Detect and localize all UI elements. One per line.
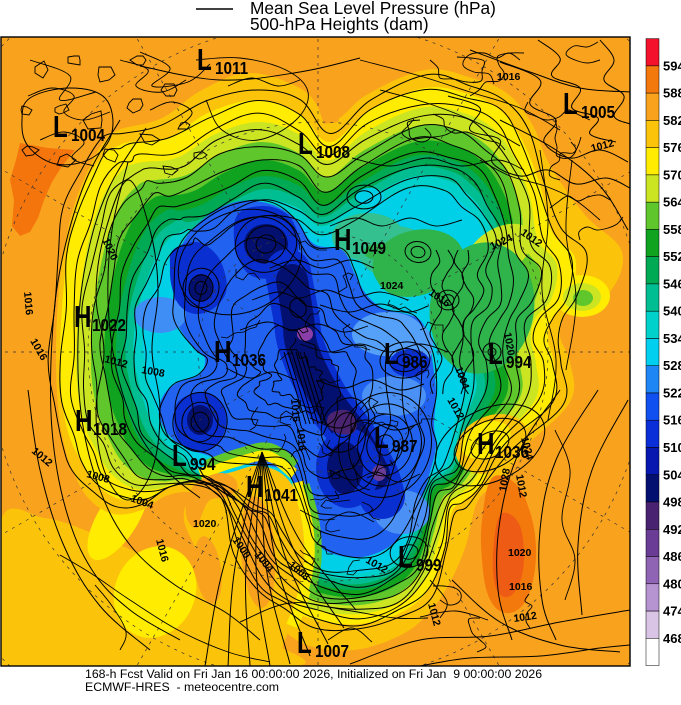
svg-text:528: 528 xyxy=(663,358,681,373)
svg-text:H: H xyxy=(75,403,92,438)
svg-text:1012: 1012 xyxy=(590,137,616,155)
svg-text:1016: 1016 xyxy=(21,291,35,315)
svg-text:H: H xyxy=(214,334,231,369)
svg-text:1041: 1041 xyxy=(264,485,298,505)
svg-text:ECMWF-HRES - meteocentre.com: ECMWF-HRES - meteocentre.com xyxy=(85,680,279,694)
svg-text:1016: 1016 xyxy=(509,581,533,593)
svg-text:1036: 1036 xyxy=(232,350,266,370)
svg-text:L: L xyxy=(297,625,312,660)
svg-text:570: 570 xyxy=(663,167,681,182)
svg-text:594: 594 xyxy=(663,58,681,73)
svg-text:1016: 1016 xyxy=(497,71,521,83)
svg-text:516: 516 xyxy=(663,413,681,428)
svg-text:986: 986 xyxy=(402,352,428,372)
svg-text:480: 480 xyxy=(663,576,681,591)
svg-text:994: 994 xyxy=(506,352,532,372)
svg-text:1008: 1008 xyxy=(316,142,350,162)
svg-text:1005: 1005 xyxy=(581,102,615,122)
svg-text:1008: 1008 xyxy=(140,364,165,380)
svg-text:L: L xyxy=(384,336,399,371)
svg-text:1020: 1020 xyxy=(193,518,217,530)
svg-text:1028: 1028 xyxy=(497,467,513,492)
svg-text:999: 999 xyxy=(416,555,442,575)
svg-text:1012: 1012 xyxy=(425,602,443,628)
svg-text:500-hPa Heights (dam): 500-hPa Heights (dam) xyxy=(250,14,429,34)
svg-text:H: H xyxy=(246,469,263,504)
svg-text:576: 576 xyxy=(663,140,681,155)
svg-text:1049: 1049 xyxy=(352,238,386,258)
svg-text:H: H xyxy=(477,426,494,461)
svg-text:510: 510 xyxy=(663,440,681,455)
svg-text:552: 552 xyxy=(663,249,681,264)
svg-text:582: 582 xyxy=(663,113,681,128)
svg-text:1012: 1012 xyxy=(513,473,529,498)
svg-text:994: 994 xyxy=(190,454,216,474)
svg-text:L: L xyxy=(53,109,68,144)
svg-text:546: 546 xyxy=(663,276,681,291)
svg-text:486: 486 xyxy=(663,549,681,564)
svg-text:540: 540 xyxy=(663,304,681,319)
svg-text:L: L xyxy=(298,126,313,161)
svg-text:987: 987 xyxy=(392,436,418,456)
svg-text:504: 504 xyxy=(663,467,681,482)
svg-text:1024: 1024 xyxy=(518,436,536,462)
svg-text:1016: 1016 xyxy=(153,538,171,564)
svg-text:L: L xyxy=(488,336,503,371)
svg-text:1016: 1016 xyxy=(294,427,308,451)
svg-text:1004: 1004 xyxy=(71,125,106,145)
svg-text:564: 564 xyxy=(663,195,681,210)
svg-text:498: 498 xyxy=(663,495,681,510)
svg-text:168-h Fcst Valid on Fri Jan 16: 168-h Fcst Valid on Fri Jan 16 00:00:00 … xyxy=(85,667,542,681)
svg-text:L: L xyxy=(197,42,212,77)
svg-text:492: 492 xyxy=(663,522,681,537)
svg-text:534: 534 xyxy=(663,331,681,346)
svg-text:1012: 1012 xyxy=(513,610,538,625)
svg-text:522: 522 xyxy=(663,386,681,401)
svg-text:588: 588 xyxy=(663,86,681,101)
svg-text:1022: 1022 xyxy=(92,315,126,335)
svg-text:H: H xyxy=(334,222,351,257)
svg-text:1036: 1036 xyxy=(495,442,529,462)
svg-text:468: 468 xyxy=(663,631,681,646)
svg-text:1024: 1024 xyxy=(380,280,404,292)
svg-text:L: L xyxy=(172,438,187,473)
svg-text:558: 558 xyxy=(663,222,681,237)
svg-text:1012: 1012 xyxy=(103,353,129,371)
svg-text:Mean Sea Level Pressure (hPa): Mean Sea Level Pressure (hPa) xyxy=(250,0,496,18)
svg-text:L: L xyxy=(398,539,413,574)
svg-text:474: 474 xyxy=(663,604,681,619)
svg-text:1020: 1020 xyxy=(501,331,517,356)
svg-text:1007: 1007 xyxy=(315,641,349,661)
svg-text:H: H xyxy=(74,299,91,334)
svg-text:1011: 1011 xyxy=(215,58,248,78)
svg-text:1018: 1018 xyxy=(93,419,127,439)
svg-text:1020: 1020 xyxy=(508,547,532,559)
svg-text:L: L xyxy=(563,86,578,121)
svg-text:1008: 1008 xyxy=(85,468,111,486)
svg-text:L: L xyxy=(374,420,389,455)
svg-text:1016: 1016 xyxy=(288,398,302,422)
